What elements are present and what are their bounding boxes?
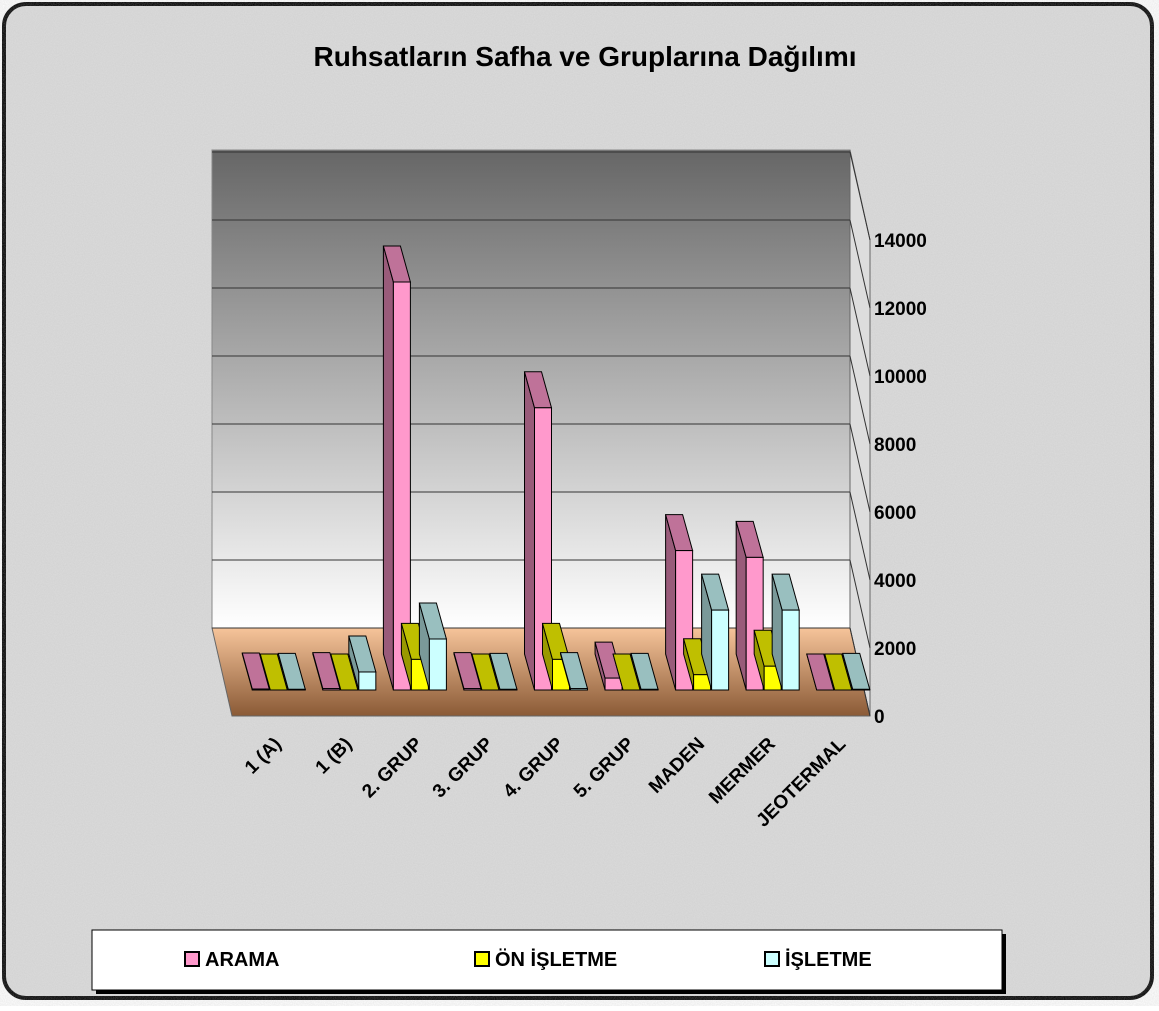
bar — [604, 677, 623, 691]
tick-mark — [849, 151, 871, 241]
legend-shadow — [96, 990, 1006, 994]
bar-top — [806, 653, 835, 691]
bar — [287, 688, 306, 691]
bar-top — [330, 653, 359, 691]
bar — [251, 688, 270, 691]
tick-mark — [849, 423, 871, 513]
bar — [711, 609, 730, 691]
bar — [499, 688, 518, 691]
bar — [322, 688, 341, 691]
bar — [781, 609, 800, 691]
tick-mark — [849, 219, 871, 309]
y-tick-label: 8000 — [874, 435, 916, 456]
legend-label: ARAMA — [205, 949, 279, 971]
legend-shadow — [1002, 934, 1006, 994]
bar — [428, 638, 447, 691]
y-tick-label: 2000 — [874, 639, 916, 660]
bar — [392, 281, 411, 691]
y-tick-label: 4000 — [874, 571, 916, 592]
bar-top — [259, 653, 288, 691]
legend-label: İŞLETME — [785, 948, 872, 971]
bar-side — [382, 245, 394, 691]
bar — [640, 688, 659, 691]
bar — [358, 671, 377, 691]
tick-mark — [849, 287, 871, 377]
tick-mark — [849, 559, 871, 649]
y-tick-label: 6000 — [874, 503, 916, 524]
bar — [534, 407, 552, 691]
y-tick-label: 12000 — [874, 299, 927, 320]
chart-title: Ruhsatların Safha ve Gruplarına Dağılımı — [313, 41, 856, 72]
tick-mark — [849, 355, 871, 445]
tick-mark — [849, 491, 871, 581]
bar-side — [524, 371, 535, 691]
bar-top — [612, 653, 641, 691]
legend-swatch — [474, 951, 490, 967]
y-tick-label: 14000 — [874, 231, 927, 252]
bar — [463, 688, 482, 691]
y-tick-label: 0 — [874, 707, 885, 728]
bar-top — [824, 653, 853, 691]
legend — [91, 929, 1003, 991]
bar — [570, 688, 588, 691]
bar — [852, 688, 871, 691]
bar-top — [471, 653, 500, 691]
y-tick-label: 10000 — [874, 367, 927, 388]
legend-swatch — [184, 951, 200, 967]
legend-label: ÖN İŞLETME — [495, 948, 617, 971]
legend-swatch — [764, 951, 780, 967]
